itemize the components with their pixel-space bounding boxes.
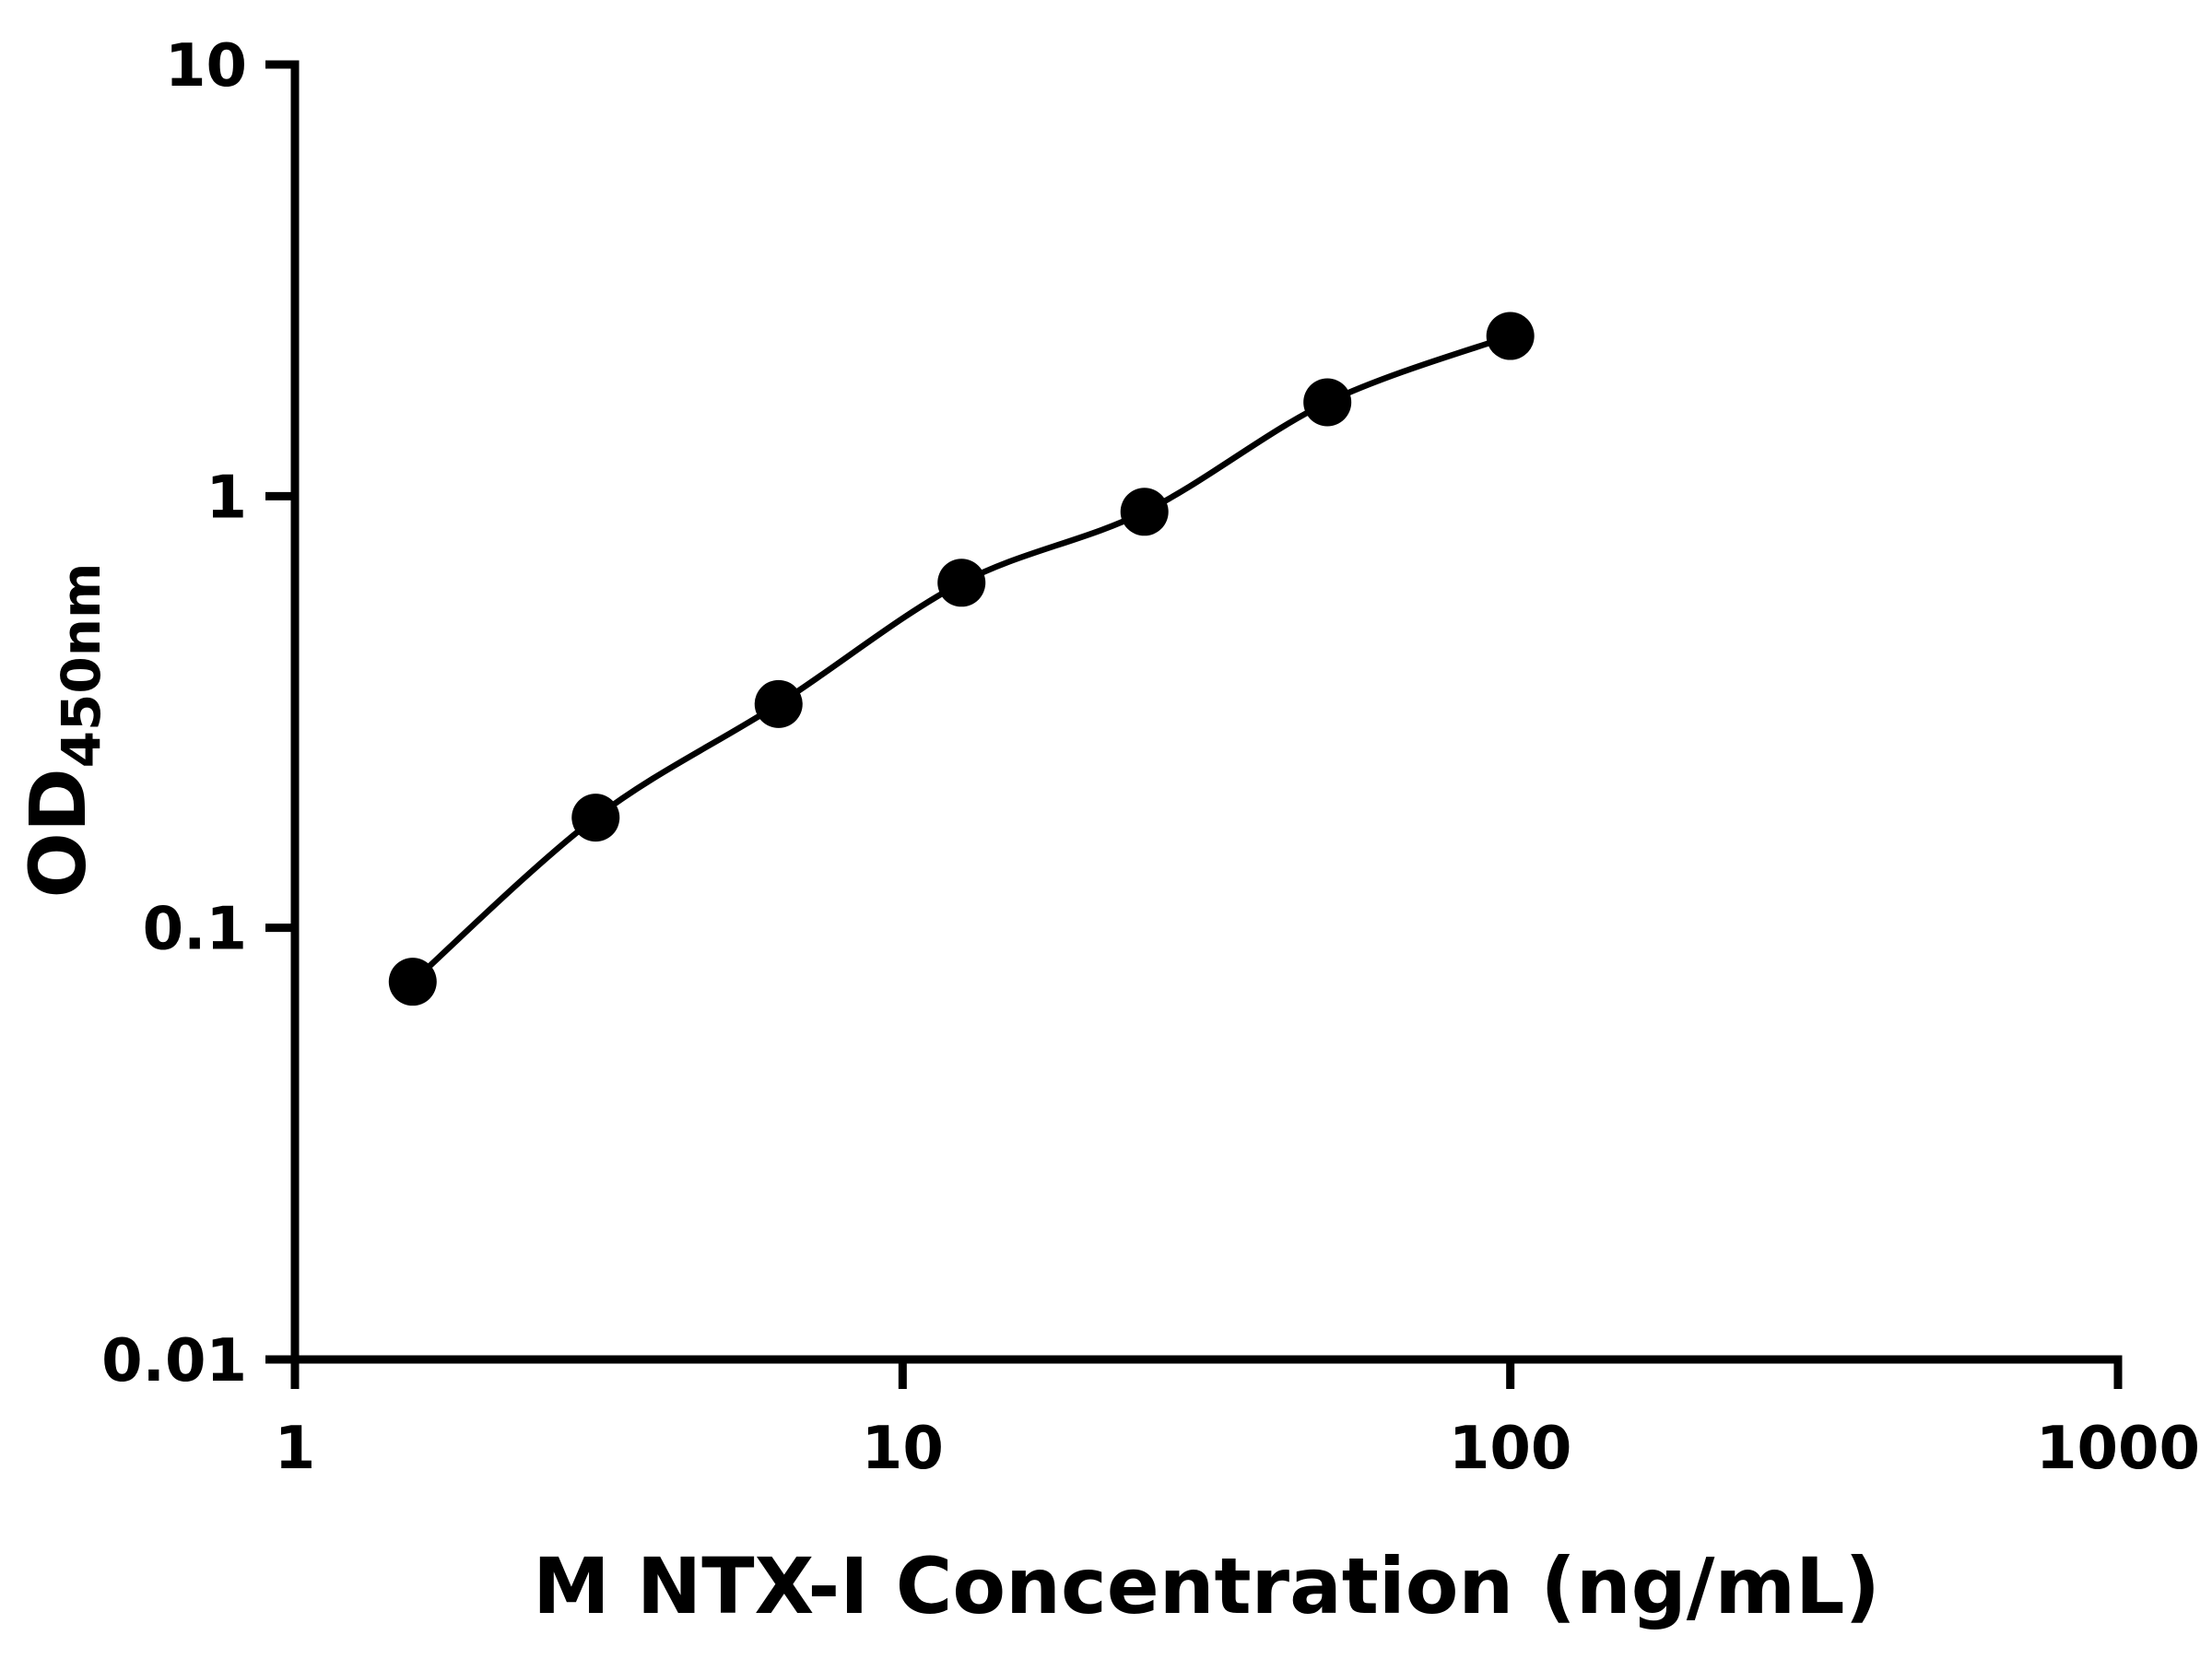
data-point xyxy=(1486,312,1535,360)
data-point xyxy=(1303,378,1352,427)
y-tick-label: 10 xyxy=(165,32,247,100)
x-tick-label: 100 xyxy=(1449,1415,1572,1483)
data-point xyxy=(754,679,803,728)
x-tick-label: 1 xyxy=(275,1415,316,1483)
y-tick-label: 1 xyxy=(206,464,247,532)
x-tick-label: 10 xyxy=(862,1415,944,1483)
data-point xyxy=(388,958,437,1006)
y-tick-label: 0.1 xyxy=(143,896,247,964)
x-tick-label: 1000 xyxy=(2036,1415,2200,1483)
x-axis-title: M NTX-I Concentration (ng/mL) xyxy=(533,1541,1880,1631)
data-point xyxy=(1120,488,1169,536)
data-point xyxy=(937,559,986,607)
y-axis-title: OD450nm xyxy=(13,563,112,899)
y-tick-label: 0.01 xyxy=(101,1327,247,1395)
data-point xyxy=(571,794,620,842)
